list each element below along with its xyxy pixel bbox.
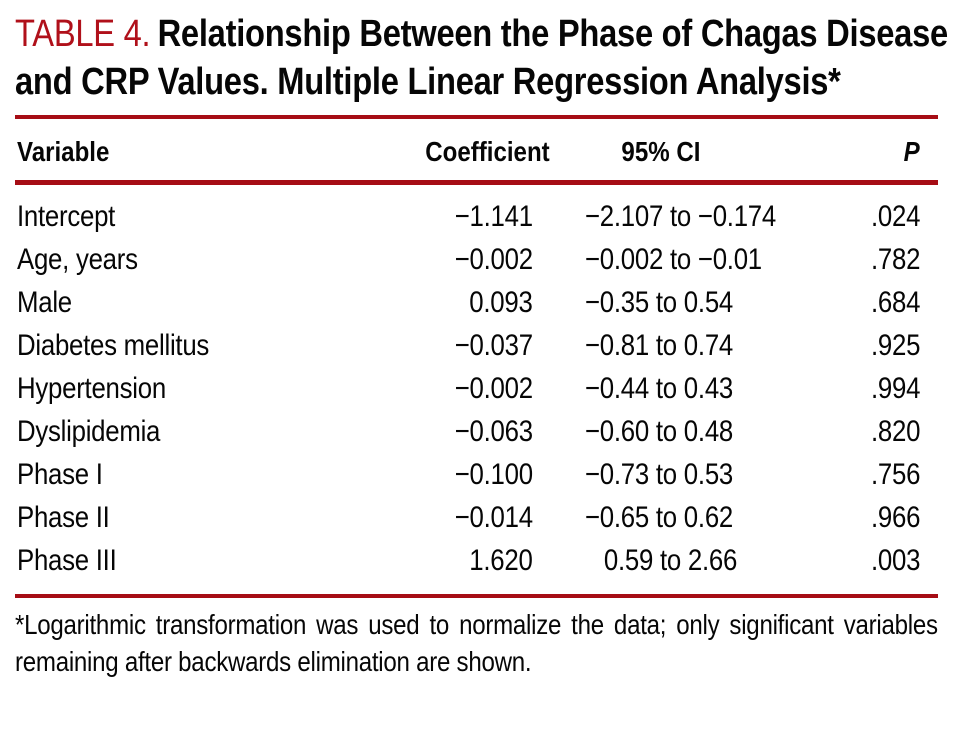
table-row: Intercept −1.141 −2.107 to −0.174 .024 — [15, 183, 938, 239]
cell-ci: −2.107 to −0.174 — [585, 200, 776, 233]
table-header-row: Variable Coefficient 95% CI P — [15, 117, 938, 185]
cell-ci: −0.73 to 0.53 — [585, 458, 734, 491]
cell-ci: −0.60 to 0.48 — [585, 415, 734, 448]
cell-p: .756 — [870, 458, 920, 491]
cell-p: .024 — [870, 200, 920, 233]
cell-p: .994 — [870, 372, 920, 405]
cell-ci: −0.002 to −0.01 — [585, 243, 762, 276]
column-header-ci: 95% CI — [533, 117, 843, 185]
column-header-coefficient: Coefficient — [405, 117, 550, 185]
cell-variable: Age, years — [17, 243, 138, 276]
cell-coefficient: −0.014 — [454, 501, 533, 534]
cell-ci: 0.59 to 2.66 — [603, 544, 738, 577]
cell-coefficient: 0.093 — [469, 286, 534, 319]
table-row: Male 0.093 −0.35 to 0.54 .684 — [15, 281, 938, 324]
cell-coefficient: 1.620 — [469, 544, 534, 577]
column-header-variable: Variable — [15, 117, 405, 185]
cell-variable: Phase I — [17, 458, 103, 491]
cell-p: .782 — [870, 243, 920, 276]
table-number-label: TABLE 4. — [15, 13, 151, 55]
cell-p: .925 — [870, 329, 920, 362]
cell-ci: −0.35 to 0.54 — [585, 286, 734, 319]
cell-ci: −0.65 to 0.62 — [585, 501, 734, 534]
table-title: TABLE 4. Relationship Between the Phase o… — [15, 10, 956, 106]
cell-coefficient: −0.063 — [454, 415, 533, 448]
cell-p: .820 — [870, 415, 920, 448]
cell-variable: Phase II — [17, 501, 110, 534]
table-row: Phase I −0.100 −0.73 to 0.53 .756 — [15, 453, 938, 496]
table-row: Phase III 1.620 0.59 to 2.66 .003 — [15, 539, 938, 596]
table-footnote: *Logarithmic transformation was used to … — [15, 609, 938, 677]
cell-p: .003 — [870, 544, 920, 577]
table-row: Age, years −0.002 −0.002 to −0.01 .782 — [15, 238, 938, 281]
cell-ci: −0.81 to 0.74 — [585, 329, 734, 362]
cell-variable: Phase III — [17, 544, 117, 577]
cell-coefficient: −0.002 — [454, 372, 533, 405]
table-row: Phase II −0.014 −0.65 to 0.62 .966 — [15, 496, 938, 539]
cell-p: .966 — [870, 501, 920, 534]
table-title-text: Relationship Between the Phase of Chagas… — [15, 13, 948, 103]
column-header-p: P — [843, 117, 938, 185]
cell-variable: Dyslipidemia — [17, 415, 161, 448]
cell-variable: Male — [17, 286, 72, 319]
cell-coefficient: −0.002 — [454, 243, 533, 276]
table-row: Hypertension −0.002 −0.44 to 0.43 .994 — [15, 367, 938, 410]
regression-table: Variable Coefficient 95% CI P Intercept … — [15, 115, 938, 598]
cell-variable: Intercept — [17, 200, 116, 233]
cell-variable: Diabetes mellitus — [17, 329, 210, 362]
table-row: Dyslipidemia −0.063 −0.60 to 0.48 .820 — [15, 410, 938, 453]
cell-p: .684 — [870, 286, 920, 319]
table-row: Diabetes mellitus −0.037 −0.81 to 0.74 .… — [15, 324, 938, 367]
cell-coefficient: −0.037 — [454, 329, 533, 362]
cell-ci: −0.44 to 0.43 — [585, 372, 734, 405]
cell-coefficient: −0.100 — [454, 458, 533, 491]
cell-coefficient: −1.141 — [454, 200, 533, 233]
cell-variable: Hypertension — [17, 372, 166, 405]
